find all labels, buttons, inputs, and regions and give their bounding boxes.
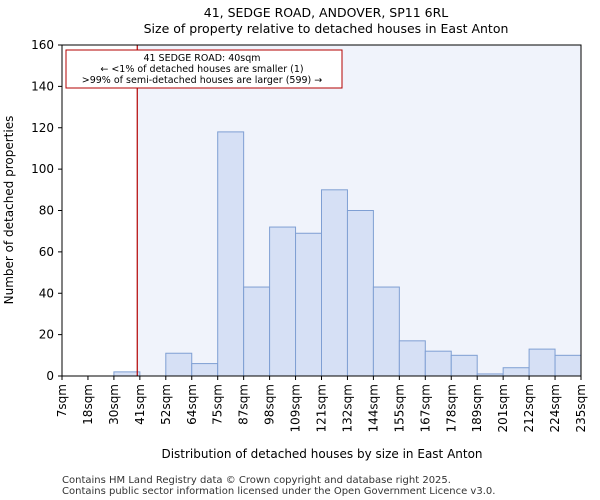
x-tick-label: 178sqm <box>444 384 458 432</box>
footer-line2: Contains public sector information licen… <box>62 486 495 497</box>
x-tick-label: 98sqm <box>263 384 277 425</box>
y-tick-label: 100 <box>31 162 54 176</box>
x-tick-label: 52sqm <box>159 384 173 425</box>
bar-201sqm <box>502 367 530 377</box>
bar-167sqm <box>424 350 452 377</box>
x-tick-label: 155sqm <box>392 384 406 432</box>
x-tick-label: 121sqm <box>315 384 329 432</box>
x-tick-label: 189sqm <box>470 384 484 432</box>
y-tick-label: 80 <box>39 204 54 218</box>
annotation-box: 41 SEDGE ROAD: 40sqm ← <1% of detached h… <box>65 49 343 89</box>
x-tick-label: 201sqm <box>496 384 510 432</box>
y-axis: 0 20 40 60 80 100 120 140 160 <box>31 38 62 383</box>
x-tick-label: 41sqm <box>133 384 147 425</box>
bar-155sqm <box>398 340 426 377</box>
x-axis: 7sqm 18sqm 30sqm 41sqm 52sqm 64sqm 75sqm 87sqm 9… <box>55 376 588 432</box>
bar-132sqm <box>346 210 374 377</box>
footer-line1: Contains HM Land Registry data © Crown c… <box>62 475 451 486</box>
y-tick-label: 0 <box>46 369 54 383</box>
annotation-line1: 41 SEDGE ROAD: 40sqm <box>143 53 260 64</box>
x-tick-label: 224sqm <box>548 384 562 432</box>
x-tick-label: 109sqm <box>289 384 303 432</box>
annotation-frame <box>65 49 343 89</box>
x-axis-label: Distribution of detached houses by size … <box>161 447 482 461</box>
x-tick-label: 18sqm <box>81 384 95 425</box>
y-tick-label: 20 <box>39 328 54 342</box>
annotation-line3: >99% of semi-detached houses are larger … <box>82 75 323 86</box>
y-tick-label: 160 <box>31 38 54 52</box>
bar-87sqm <box>243 286 271 377</box>
x-tick-label: 167sqm <box>418 384 432 432</box>
x-tick-label: 144sqm <box>366 384 380 432</box>
bar-109sqm <box>295 232 322 377</box>
bar-75sqm <box>217 131 245 377</box>
x-tick-label: 235sqm <box>574 384 588 432</box>
y-tick-label: 40 <box>39 286 54 300</box>
chart-title-line2: Size of property relative to detached ho… <box>144 21 509 36</box>
x-tick-label: 64sqm <box>185 384 199 425</box>
y-tick-label: 60 <box>39 245 54 259</box>
x-tick-label: 212sqm <box>522 384 536 432</box>
bar-64sqm <box>191 363 219 377</box>
bar-224sqm <box>554 354 582 377</box>
bar-121sqm <box>321 189 348 377</box>
bar-30sqm <box>113 371 141 377</box>
chart-title-line1: 41, SEDGE ROAD, ANDOVER, SP11 6RL <box>204 5 449 20</box>
bars-group <box>113 131 582 377</box>
bar-98sqm <box>269 226 297 377</box>
y-tick-label: 120 <box>31 121 54 135</box>
y-tick-label: 140 <box>31 79 54 93</box>
bar-178sqm <box>450 354 478 377</box>
y-axis-label: Number of detached properties <box>2 116 16 305</box>
x-tick-label: 132sqm <box>340 384 354 432</box>
bar-212sqm <box>528 348 556 377</box>
bar-144sqm <box>372 286 400 377</box>
bar-52sqm <box>165 352 193 377</box>
x-tick-label: 87sqm <box>237 384 251 425</box>
x-tick-label: 30sqm <box>107 384 121 425</box>
x-tick-label: 75sqm <box>211 384 225 425</box>
x-tick-label: 7sqm <box>55 384 69 417</box>
annotation-line2: ← <1% of detached houses are smaller (1) <box>100 64 303 75</box>
